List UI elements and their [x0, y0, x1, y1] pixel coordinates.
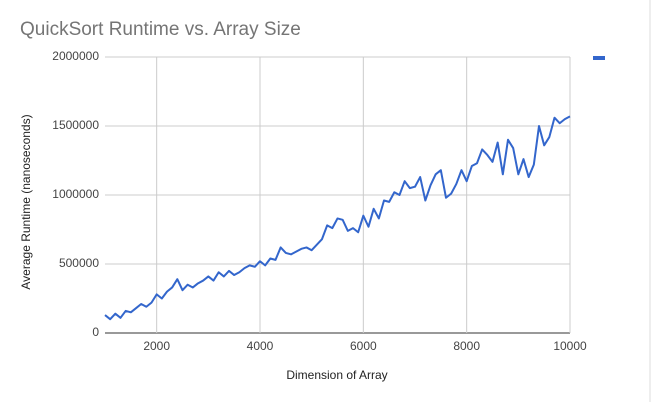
chart-title: QuickSort Runtime vs. Array Size — [20, 19, 301, 40]
x-axis-title: Dimension of Array — [286, 368, 387, 382]
y-tick-label: 1000000 — [52, 187, 99, 201]
y-tick-label: 0 — [92, 325, 99, 339]
x-tick-label: 4000 — [247, 339, 274, 353]
y-tick-label: 2000000 — [52, 49, 99, 63]
x-tick-label: 6000 — [350, 339, 377, 353]
x-tick-label: 10000 — [553, 339, 587, 353]
y-axis-title: Average Runtime (nanoseconds) — [19, 114, 33, 289]
y-tick-label: 1500000 — [52, 118, 99, 132]
x-tick-label: 2000 — [143, 339, 170, 353]
line-series — [104, 115, 571, 321]
y-tick-label: 500000 — [59, 256, 99, 270]
x-tick-label: 8000 — [453, 339, 480, 353]
legend-swatch — [593, 56, 605, 60]
